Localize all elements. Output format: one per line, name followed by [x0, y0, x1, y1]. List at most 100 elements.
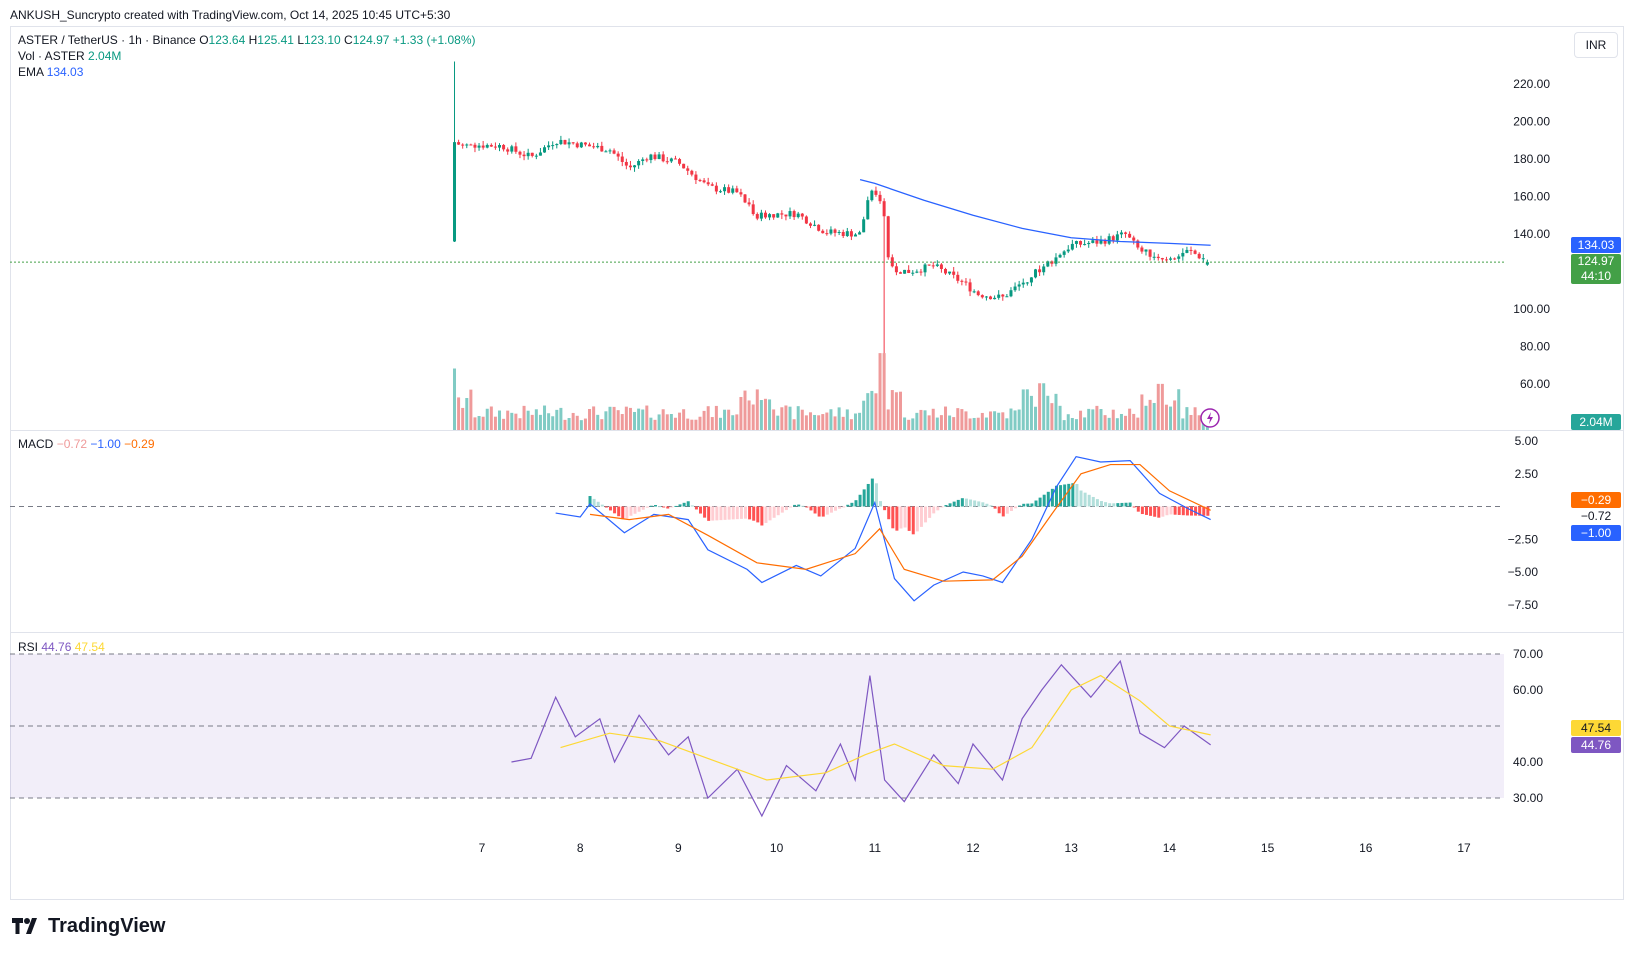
candle-body[interactable] — [1025, 282, 1029, 284]
candle-body[interactable] — [1013, 286, 1017, 291]
candle-body[interactable] — [735, 188, 739, 193]
macd-label[interactable]: MACD — [18, 437, 54, 451]
candle-body[interactable] — [485, 144, 489, 148]
macd-signal-line[interactable] — [589, 463, 1211, 582]
candle-body[interactable] — [882, 201, 886, 217]
candle-body[interactable] — [1005, 296, 1009, 298]
candle-body[interactable] — [1193, 250, 1197, 254]
candle-body[interactable] — [997, 294, 1001, 298]
candle-body[interactable] — [784, 214, 788, 217]
candle-body[interactable] — [755, 214, 759, 219]
candle-body[interactable] — [645, 159, 649, 161]
candle-body[interactable] — [1058, 254, 1062, 258]
candle-body[interactable] — [1136, 240, 1140, 248]
candle-body[interactable] — [559, 139, 563, 145]
candle-body[interactable] — [502, 145, 506, 150]
currency-button[interactable]: INR — [1574, 32, 1618, 58]
candle-body[interactable] — [710, 184, 714, 186]
candle-body[interactable] — [1017, 284, 1021, 287]
pane-divider[interactable] — [10, 632, 1624, 633]
candle-body[interactable] — [944, 268, 948, 274]
candle-body[interactable] — [628, 165, 632, 168]
candle-body[interactable] — [510, 146, 514, 152]
candle-body[interactable] — [1029, 277, 1033, 283]
candle-body[interactable] — [972, 291, 976, 293]
candle-body[interactable] — [1160, 258, 1164, 260]
candle-body[interactable] — [678, 159, 682, 164]
candle-body[interactable] — [481, 145, 485, 148]
candle-body[interactable] — [498, 145, 502, 148]
candle-body[interactable] — [829, 229, 833, 234]
macd-line[interactable] — [555, 456, 1211, 602]
candle-body[interactable] — [547, 145, 551, 148]
candle-body[interactable] — [600, 145, 604, 152]
candle-body[interactable] — [1083, 244, 1087, 246]
candle-body[interactable] — [669, 158, 673, 162]
candle-body[interactable] — [514, 146, 518, 152]
candle-body[interactable] — [939, 264, 943, 269]
candle-body[interactable] — [1103, 240, 1107, 244]
rsi-line[interactable] — [511, 659, 1211, 818]
ema-line[interactable] — [859, 178, 1211, 246]
candle-body[interactable] — [866, 200, 870, 220]
volume-label[interactable]: Vol · ASTER — [18, 49, 85, 63]
candle-body[interactable] — [984, 296, 988, 298]
candle-body[interactable] — [473, 144, 477, 148]
candle-body[interactable] — [538, 152, 542, 156]
candle-body[interactable] — [1070, 243, 1074, 250]
candle-body[interactable] — [763, 212, 767, 218]
candle-body[interactable] — [1185, 249, 1189, 253]
brand-logo[interactable]: TradingView — [12, 915, 165, 938]
candle-body[interactable] — [1144, 249, 1148, 252]
candle-body[interactable] — [1099, 240, 1103, 244]
candle-body[interactable] — [723, 187, 727, 192]
candle-body[interactable] — [661, 154, 665, 162]
candle-body[interactable] — [743, 194, 747, 203]
candle-body[interactable] — [907, 269, 911, 273]
candle-body[interactable] — [690, 170, 694, 175]
candle-body[interactable] — [1115, 234, 1119, 241]
candle-body[interactable] — [657, 154, 661, 160]
candle-body[interactable] — [665, 161, 669, 163]
candle-body[interactable] — [1197, 253, 1201, 259]
candle-body[interactable] — [686, 168, 690, 171]
candle-body[interactable] — [461, 144, 465, 146]
candle-body[interactable] — [673, 158, 677, 160]
candle-body[interactable] — [808, 223, 812, 226]
candle-body[interactable] — [469, 144, 473, 146]
candle-body[interactable] — [575, 143, 579, 148]
candle-body[interactable] — [870, 190, 874, 201]
candle-body[interactable] — [653, 154, 657, 160]
candle-body[interactable] — [604, 151, 608, 153]
symbol-title[interactable]: ASTER / TetherUS · 1h · Binance — [18, 33, 196, 47]
candle-body[interactable] — [682, 163, 686, 169]
candle-body[interactable] — [1164, 259, 1168, 261]
rsi-label[interactable]: RSI — [18, 640, 39, 654]
candle-body[interactable] — [1140, 247, 1144, 252]
candle-body[interactable] — [1189, 249, 1193, 251]
candle-body[interactable] — [800, 213, 804, 217]
candle-body[interactable] — [571, 142, 575, 144]
candle-body[interactable] — [567, 142, 571, 145]
ema-label[interactable]: EMA — [18, 65, 44, 79]
candle-body[interactable] — [874, 190, 878, 195]
candle-body[interactable] — [845, 231, 849, 237]
candle-body[interactable] — [1205, 262, 1209, 265]
candle-body[interactable] — [821, 230, 825, 234]
candle-body[interactable] — [976, 291, 980, 296]
candle-body[interactable] — [931, 265, 935, 267]
candle-body[interactable] — [898, 272, 902, 274]
candle-body[interactable] — [776, 213, 780, 218]
candle-body[interactable] — [960, 280, 964, 282]
candle-body[interactable] — [853, 234, 857, 237]
candle-body[interactable] — [948, 271, 952, 274]
candle-body[interactable] — [583, 142, 587, 145]
candle-body[interactable] — [1201, 258, 1205, 260]
candle-body[interactable] — [968, 282, 972, 292]
candle-body[interactable] — [1021, 282, 1025, 285]
candle-body[interactable] — [1152, 256, 1156, 258]
candle-body[interactable] — [886, 216, 890, 258]
rsi-ma-line[interactable] — [560, 674, 1211, 781]
candle-body[interactable] — [506, 149, 510, 152]
